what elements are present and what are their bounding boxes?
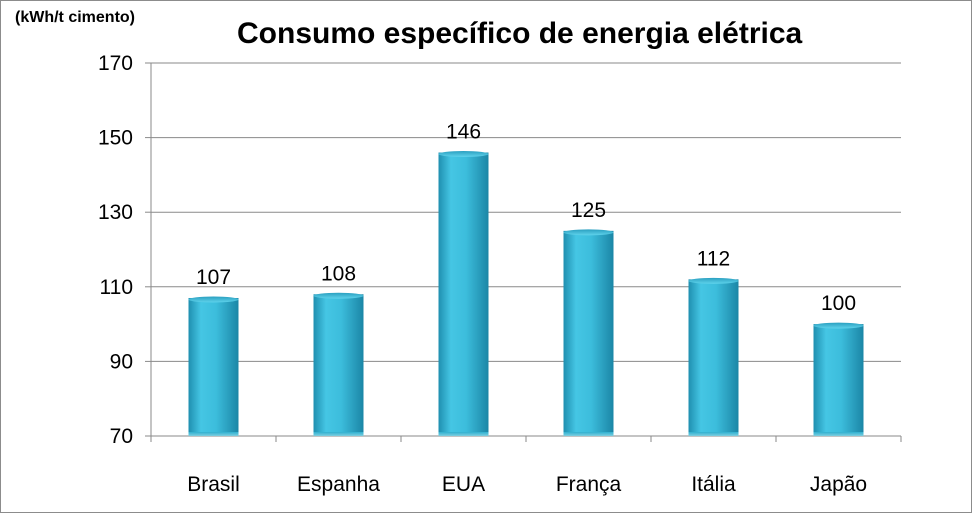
x-tick-label: França — [556, 473, 622, 496]
bar-base — [688, 432, 739, 436]
gridlines — [151, 62, 901, 362]
data-label: 100 — [821, 292, 856, 315]
bar-base — [563, 432, 614, 436]
bar-body — [313, 294, 364, 436]
x-tick-label: Brasil — [187, 473, 240, 496]
data-label: 108 — [321, 262, 356, 285]
bar-top — [188, 296, 239, 303]
bar — [813, 322, 864, 436]
bar-body — [438, 152, 489, 436]
data-label: 146 — [446, 121, 481, 144]
data-label: 125 — [571, 199, 606, 222]
bar-top — [313, 292, 364, 299]
bar-top — [563, 229, 614, 236]
bar — [688, 277, 739, 436]
bar-top — [813, 322, 864, 329]
unit-label: (kWh/t cimento) — [15, 9, 135, 26]
bar — [313, 292, 364, 436]
x-tick-label: EUA — [442, 473, 485, 496]
x-tick-label: Espanha — [297, 473, 380, 496]
axes: 70 90 110 130 150 170 — [98, 52, 902, 448]
bar-body — [813, 324, 864, 436]
bar-base — [188, 432, 239, 436]
bar — [563, 229, 614, 436]
chart-title: Consumo específico de energia elétrica — [237, 17, 803, 50]
bar-top — [438, 151, 489, 158]
bar-body — [688, 279, 739, 436]
y-tick-label: 130 — [98, 201, 133, 224]
x-tick-label: Itália — [691, 473, 736, 496]
labels: 107 Brasil 108 Espanha 146 EUA 125 França 112 Itá… — [187, 121, 867, 496]
y-tick-label: 110 — [100, 276, 133, 299]
bar — [438, 151, 489, 436]
bar — [188, 296, 239, 436]
bars — [188, 151, 864, 436]
data-label: 112 — [697, 247, 730, 270]
y-tick-label: 150 — [98, 127, 133, 150]
data-label: 107 — [196, 266, 231, 289]
y-tick-label: 170 — [98, 52, 133, 75]
y-tick-label: 70 — [110, 425, 133, 448]
bar-body — [563, 230, 614, 436]
bar-base — [438, 432, 489, 436]
bar-base — [813, 432, 864, 436]
y-tick-label: 90 — [110, 350, 133, 373]
bar-top — [688, 277, 739, 284]
bar-body — [188, 297, 239, 436]
bar-base — [313, 432, 364, 436]
x-tick-label: Japão — [810, 473, 867, 496]
